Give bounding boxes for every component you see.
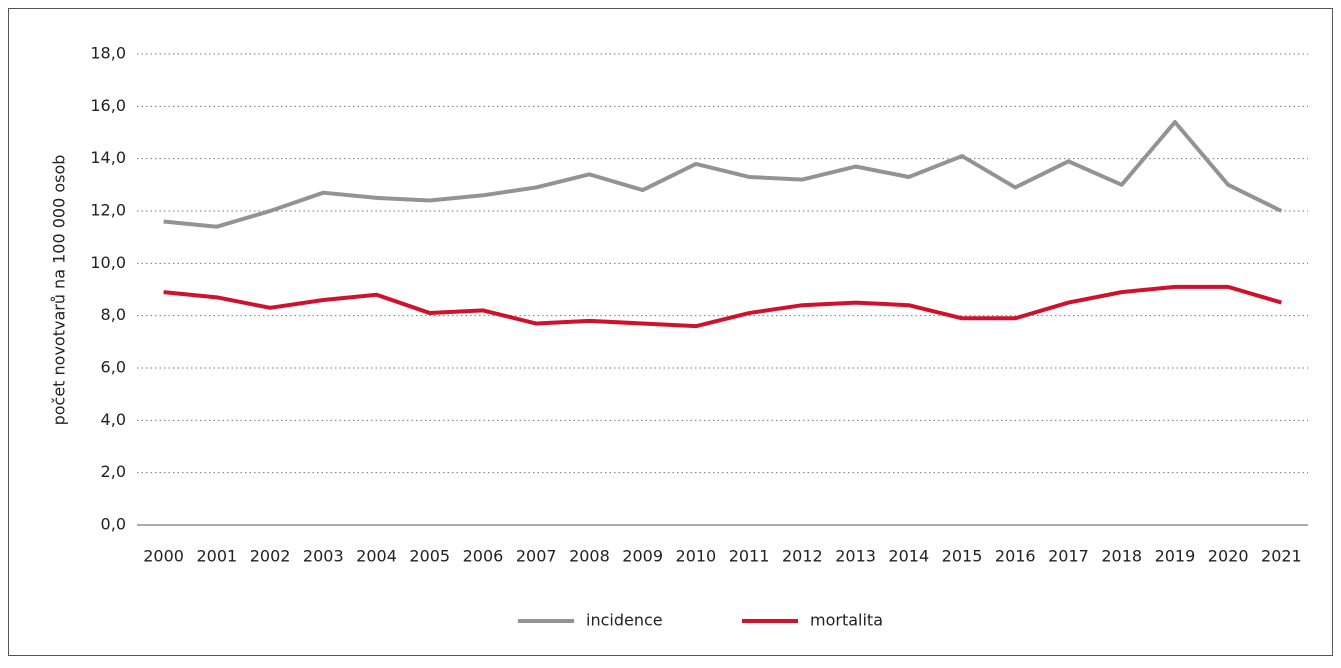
x-tick-label: 2012 [782, 547, 823, 566]
y-tick-label: 8,0 [101, 305, 126, 324]
x-tick-label: 2015 [942, 547, 983, 566]
x-tick-label: 2021 [1261, 547, 1302, 566]
frame [8, 8, 1333, 656]
line-series [163, 120, 1283, 229]
x-tick-label: 2013 [835, 547, 876, 566]
x-tick-label: 2017 [1048, 547, 1089, 566]
x-tick-label: 2007 [516, 547, 557, 566]
x-tick-label: 2019 [1155, 547, 1196, 566]
y-tick-label: 12,0 [90, 201, 126, 220]
x-tick-label: 2006 [463, 547, 504, 566]
x-tick-label: 2014 [888, 547, 929, 566]
y-tick-label: 18,0 [90, 44, 126, 63]
x-tick-label: 2009 [622, 547, 663, 566]
y-tick-label: 6,0 [101, 358, 126, 377]
y-axis-label: počet novotvarů na 100 000 osob [50, 155, 69, 426]
y-tick-label: 10,0 [90, 253, 126, 272]
x-tick-label: 2004 [356, 547, 397, 566]
y-tick-label: 14,0 [90, 148, 126, 167]
x-tick-label: 2008 [569, 547, 610, 566]
legend-label: mortalita [810, 611, 883, 630]
x-tick-label: 2003 [303, 547, 344, 566]
y-tick-label: 4,0 [101, 410, 126, 429]
x-tick-label: 2020 [1208, 547, 1249, 566]
x-tick-label: 2018 [1101, 547, 1142, 566]
legend-label: incidence [586, 611, 663, 630]
y-tick-label: 2,0 [101, 462, 126, 481]
y-tick-label: 16,0 [90, 96, 126, 115]
x-tick-label: 2016 [995, 547, 1036, 566]
y-tick-label: 0,0 [101, 515, 126, 534]
line-series [163, 284, 1282, 329]
x-tick-label: 2011 [729, 547, 770, 566]
x-tick-label: 2005 [409, 547, 450, 566]
x-tick-label: 2001 [196, 547, 237, 566]
x-tick-label: 2002 [250, 547, 291, 566]
x-tick-label: 2000 [143, 547, 184, 566]
x-tick-label: 2010 [676, 547, 717, 566]
